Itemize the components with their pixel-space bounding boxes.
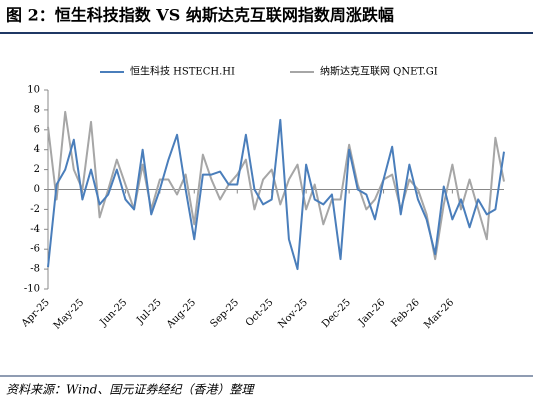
source: 资料来源：Wind、国元证券经纪（香港）整理: [6, 383, 255, 397]
y-tick-label: -10: [24, 284, 40, 295]
y-tick-label: -4: [30, 224, 40, 235]
y-tick-label: -2: [30, 204, 40, 215]
series-line: [47, 118, 505, 271]
x-tick-label: Jun-25: [98, 297, 130, 329]
x-tick-label: Oct-25: [244, 297, 276, 329]
x-tick-label: Jan-26: [356, 297, 387, 328]
x-tick-label: Apr-25: [19, 297, 52, 330]
y-tick-label: 8: [34, 104, 40, 115]
y-tick-label: 6: [34, 124, 40, 135]
chart-title: 图 2：恒生科技指数 VS 纳斯达克互联网指数周涨跌幅: [6, 6, 394, 25]
y-tick-label: 2: [34, 164, 40, 175]
x-tick-label: Mar-26: [422, 297, 456, 331]
x-tick-label: Jul-25: [134, 297, 164, 327]
y-tick-label: -8: [30, 264, 40, 275]
series-line: [47, 110, 505, 261]
y-tick-label: -6: [30, 244, 40, 255]
y-tick-label: 4: [34, 144, 40, 155]
legend-label: 恒生科技 HSTECH.HI: [130, 65, 235, 78]
x-tick-label: Feb-26: [389, 297, 421, 329]
x-tick-label: Nov-25: [276, 297, 310, 331]
x-tick-label: Sep-25: [208, 297, 241, 330]
legend-label: 纳斯达克互联网 QNET.GI: [320, 65, 438, 78]
y-tick-label: 0: [34, 184, 40, 195]
y-tick-label: 10: [27, 85, 40, 96]
x-tick-label: Dec-25: [320, 297, 353, 330]
x-tick-label: Aug-25: [164, 297, 198, 331]
x-tick-label: May-25: [52, 297, 87, 332]
